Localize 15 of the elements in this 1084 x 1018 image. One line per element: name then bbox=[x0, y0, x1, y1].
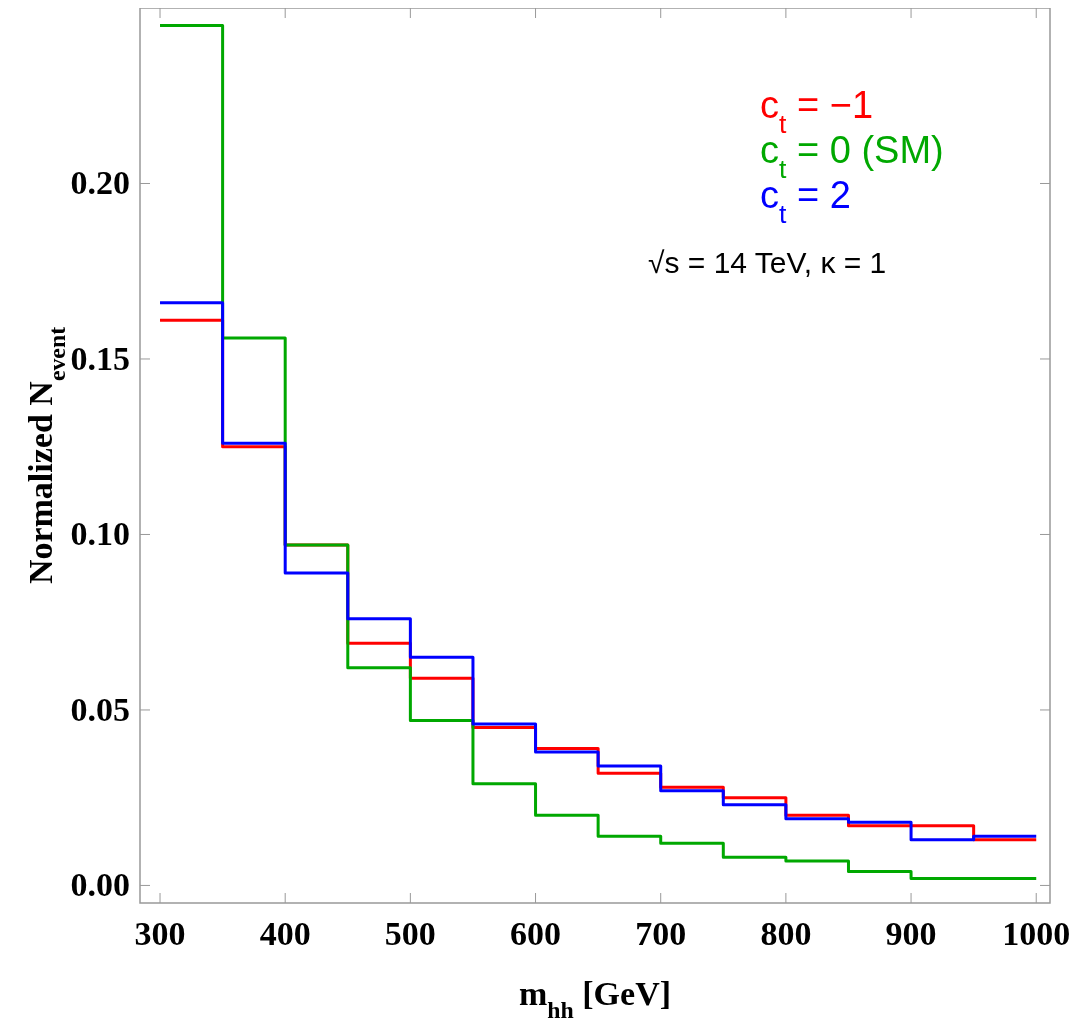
y-tick-label: 0.10 bbox=[70, 515, 130, 553]
annotation: √s = 14 TeV, κ = 1 bbox=[648, 246, 887, 279]
x-tick-label: 400 bbox=[259, 915, 311, 952]
x-tick-label: 800 bbox=[760, 915, 812, 952]
x-tick-label: 1000 bbox=[1002, 915, 1071, 952]
x-tick-label: 300 bbox=[134, 915, 186, 952]
x-axis-title: m$_{hh}$ [GeV] bbox=[518, 975, 672, 1018]
x-tick-label: 600 bbox=[510, 915, 562, 952]
y-tick-label: 0.00 bbox=[70, 866, 130, 904]
x-tick-label: 900 bbox=[885, 915, 937, 952]
y-tick-label: 0.15 bbox=[70, 339, 130, 377]
y-tick-label: 0.05 bbox=[70, 690, 130, 728]
x-tick-label: 700 bbox=[635, 915, 687, 952]
x-tick-label: 500 bbox=[384, 915, 436, 952]
y-tick-label: 0.20 bbox=[70, 164, 130, 202]
